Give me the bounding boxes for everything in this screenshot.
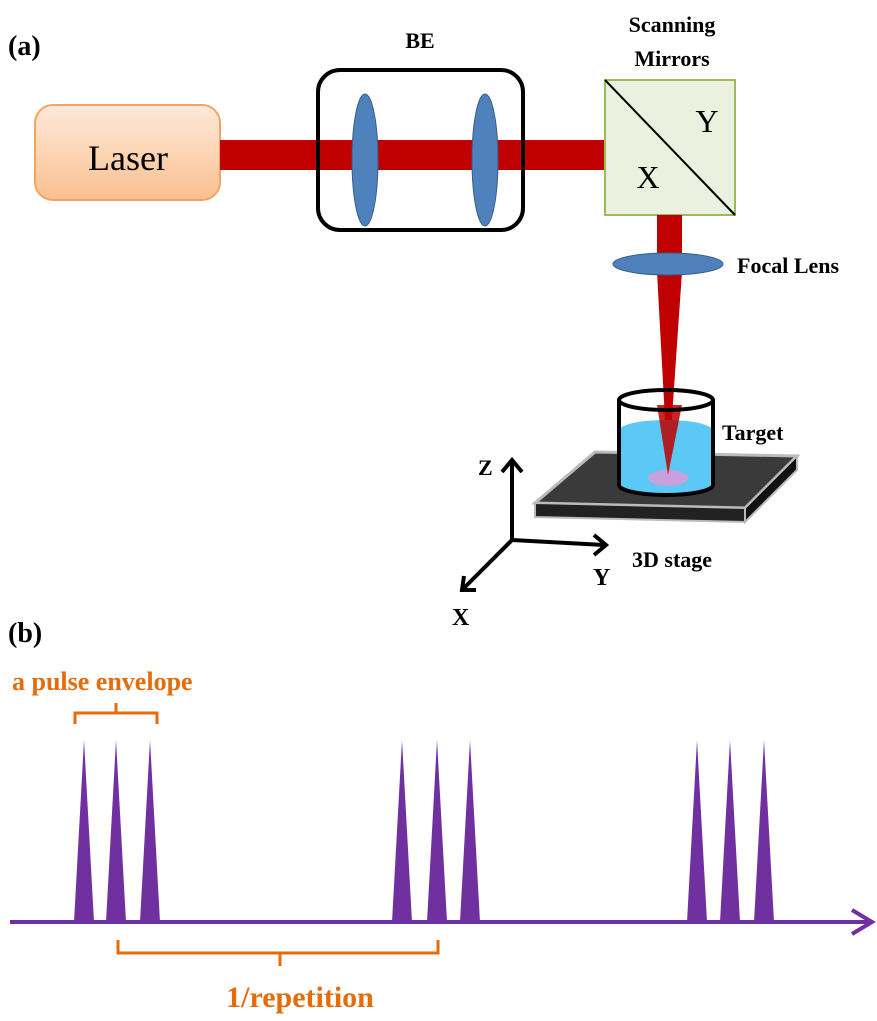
target-label: Target	[722, 420, 784, 445]
pulses	[74, 740, 774, 922]
laser-label: Laser	[88, 138, 168, 178]
bracket	[75, 703, 157, 724]
axis-x: X	[452, 605, 470, 631]
panel-label: (b)	[8, 618, 42, 649]
mirror-y: Y	[695, 103, 718, 139]
mirror-x: X	[636, 159, 659, 195]
focal-lens-label: Focal Lens	[737, 253, 839, 278]
axis-y: Y	[593, 565, 610, 591]
diagram: (a) Laser BE Scanning Mirrors X Y Focal …	[0, 0, 877, 1021]
focal-lens	[613, 253, 723, 275]
lens	[352, 94, 378, 226]
envelope-label: a pulse envelope	[12, 667, 193, 696]
axis-z: Z	[478, 455, 493, 480]
period-label: 1/repetition	[226, 981, 374, 1014]
beam	[220, 140, 605, 170]
mirrors-title: Scanning	[629, 12, 716, 37]
mirrors-title: Mirrors	[634, 46, 710, 71]
stage-label: 3D stage	[632, 547, 712, 572]
panel-label: (a)	[8, 31, 41, 62]
lens	[472, 94, 498, 226]
be-label: BE	[405, 28, 434, 53]
bracket	[118, 940, 438, 966]
